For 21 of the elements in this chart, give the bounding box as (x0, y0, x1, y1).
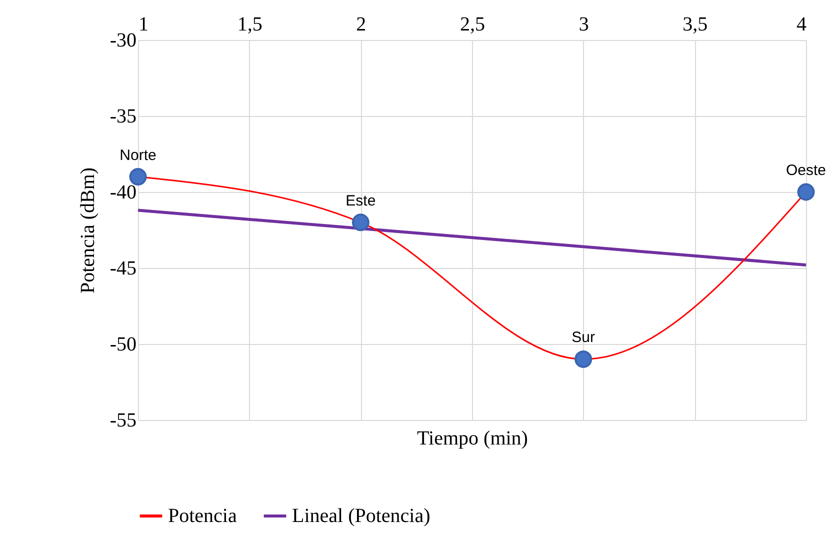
annotation: Norte (120, 146, 156, 164)
y-tick-label: -50 (110, 334, 136, 356)
annotation: Este (346, 192, 376, 210)
annotation: Sur (572, 329, 596, 346)
legend-label: Potencia (168, 505, 237, 527)
annotation: Oeste (786, 162, 826, 179)
x-tick-label: 1,5 (237, 14, 262, 36)
y-tick-label: -40 (110, 182, 136, 204)
x-tick-label: 2,5 (460, 14, 485, 36)
y-tick-label: -45 (110, 258, 136, 280)
x-tick-label: 3 (578, 14, 589, 36)
legend-label: Lineal (Potencia) (292, 505, 430, 527)
y-tick-label: -55 (110, 410, 136, 432)
x-tick-label: 4 (796, 14, 806, 36)
x-tick-label: 3,5 (682, 14, 708, 36)
y-axis-title: Potencia (dBm) (76, 167, 99, 294)
x-axis-title: Tiempo (min) (417, 428, 528, 450)
y-tick-label: -30 (110, 30, 136, 52)
x-tick-label: 1 (138, 14, 148, 36)
x-tick-label: 2 (356, 14, 366, 36)
y-tick-label: -35 (110, 106, 136, 128)
